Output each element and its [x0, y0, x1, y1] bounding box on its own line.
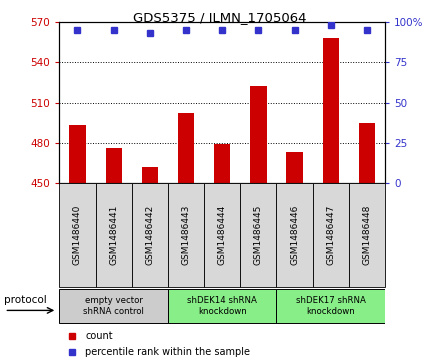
Bar — [359, 123, 375, 183]
Bar — [276, 289, 385, 323]
Bar — [178, 113, 194, 183]
Bar — [168, 289, 276, 323]
Bar — [59, 183, 95, 287]
Bar — [250, 86, 267, 183]
Text: GSM1486443: GSM1486443 — [182, 205, 191, 265]
Bar — [168, 183, 204, 287]
Text: shDEK17 shRNA
knockdown: shDEK17 shRNA knockdown — [296, 296, 366, 315]
Bar — [204, 183, 240, 287]
Bar — [240, 183, 276, 287]
Text: GSM1486440: GSM1486440 — [73, 205, 82, 265]
Bar — [142, 167, 158, 183]
Text: empty vector
shRNA control: empty vector shRNA control — [83, 296, 144, 315]
Bar — [214, 144, 231, 183]
Text: GSM1486442: GSM1486442 — [145, 205, 154, 265]
Text: GSM1486444: GSM1486444 — [218, 205, 227, 265]
Bar — [286, 152, 303, 183]
Bar — [106, 148, 122, 183]
Bar — [95, 183, 132, 287]
Text: GSM1486441: GSM1486441 — [109, 205, 118, 265]
Text: percentile rank within the sample: percentile rank within the sample — [85, 347, 250, 357]
Bar — [323, 38, 339, 183]
Bar — [59, 289, 168, 323]
Bar — [276, 183, 313, 287]
Text: shDEK14 shRNA
knockdown: shDEK14 shRNA knockdown — [187, 296, 257, 315]
Bar — [132, 183, 168, 287]
Text: GSM1486445: GSM1486445 — [254, 205, 263, 265]
Text: GSM1486447: GSM1486447 — [326, 205, 335, 265]
Bar — [313, 183, 349, 287]
Text: protocol: protocol — [4, 295, 47, 305]
Text: GSM1486446: GSM1486446 — [290, 205, 299, 265]
Text: GDS5375 / ILMN_1705064: GDS5375 / ILMN_1705064 — [133, 11, 307, 24]
Text: count: count — [85, 331, 113, 341]
Bar — [70, 126, 86, 183]
Text: GSM1486448: GSM1486448 — [363, 205, 371, 265]
Bar — [349, 183, 385, 287]
